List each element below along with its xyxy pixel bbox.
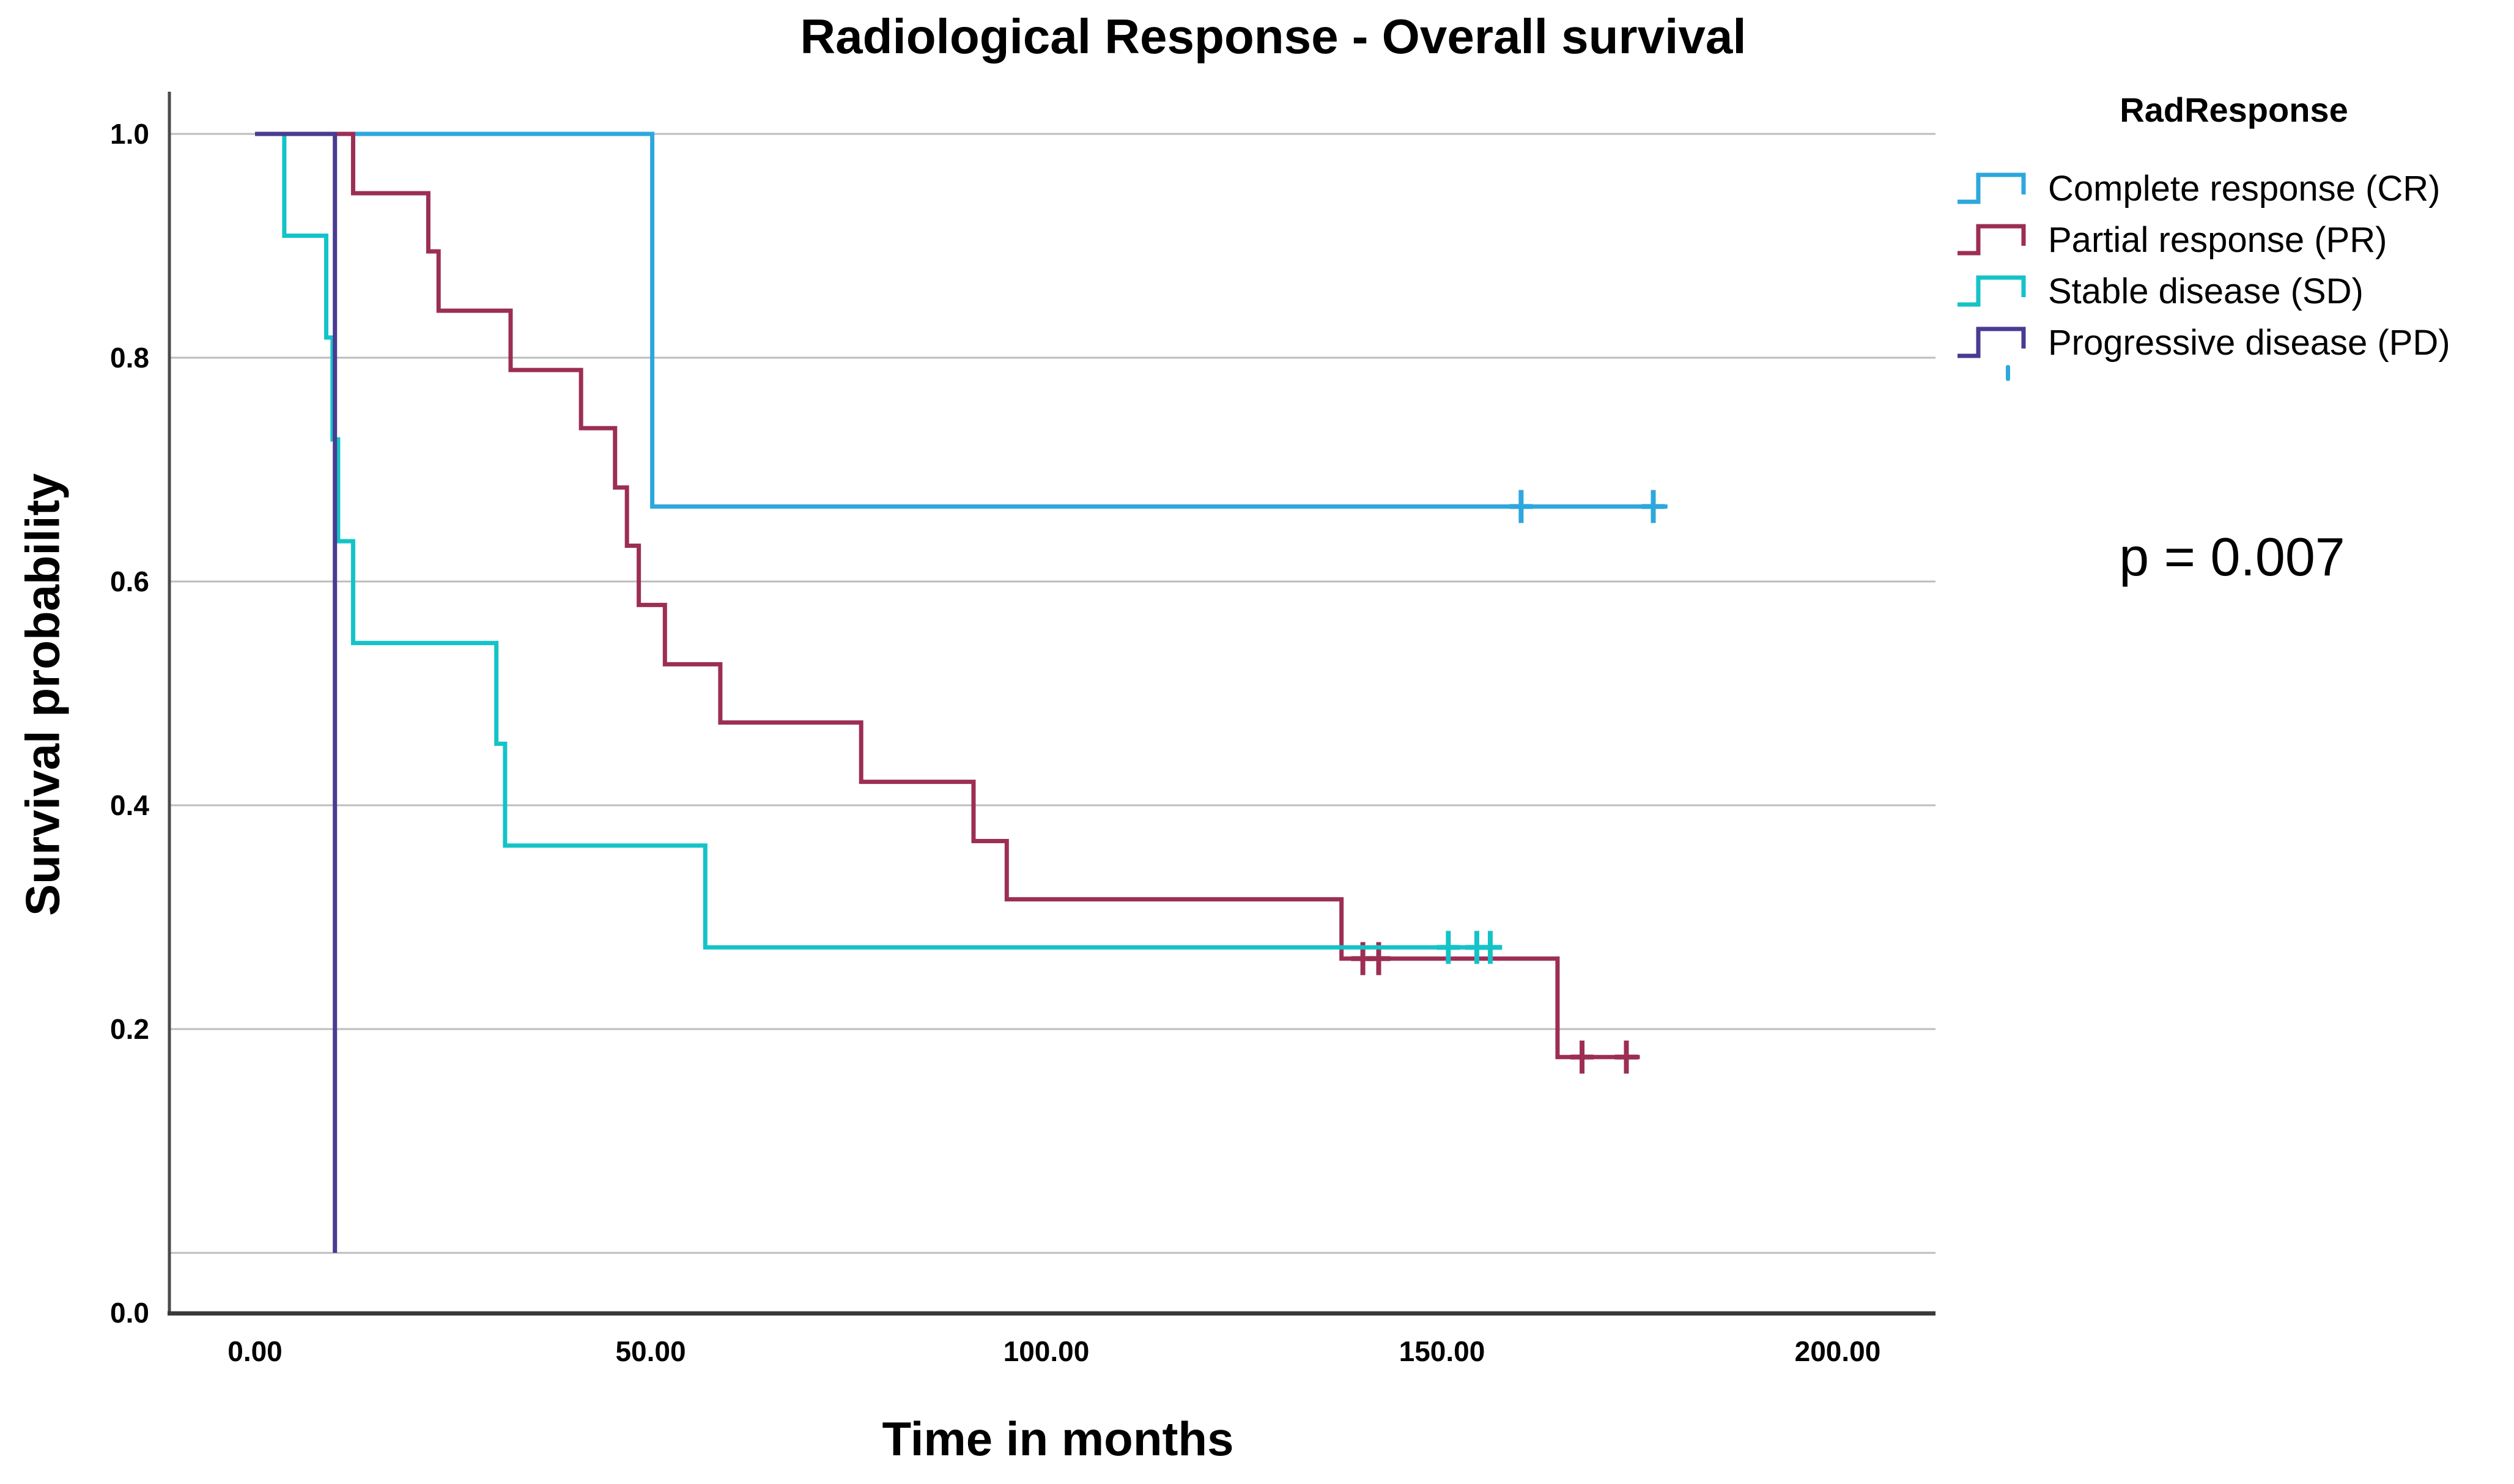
legend-step-swatch-icon <box>1958 275 2026 307</box>
x-tick-label: 100.00 <box>1003 1335 1090 1367</box>
x-tick-label: 50.00 <box>615 1335 686 1367</box>
km-curve-progressive-disease-pd <box>255 131 338 1253</box>
legend-entry-partial-response-pr: Partial response (PR) <box>1954 214 2514 265</box>
legend-entry-label: Complete response (CR) <box>2048 168 2441 209</box>
x-tick-label: 0.00 <box>227 1335 283 1367</box>
legend-entry-label: Progressive disease (PD) <box>2048 322 2450 363</box>
y-axis-title-text: Survival probability <box>15 473 70 916</box>
km-curve-complete-response-cr <box>255 131 1668 509</box>
legend-entry-label: Partial response (PR) <box>2048 220 2387 260</box>
legend-step-swatch-icon <box>1958 224 2026 256</box>
x-tick-label: 200.00 <box>1794 1335 1881 1367</box>
chart-title: Radiological Response - Overall survival <box>800 9 1747 64</box>
x-axis-title: Time in months <box>882 1412 1234 1466</box>
legend-rows: Complete response (CR) Partial response (… <box>1954 163 2514 368</box>
legend-entry-progressive-disease-pd: Progressive disease (PD) <box>1954 317 2514 368</box>
y-tick-label: 0.2 <box>110 1013 149 1045</box>
km-curve-stable-disease-sd <box>255 131 1503 950</box>
censor-mark-icon <box>2006 365 2010 381</box>
x-tick-label: 150.00 <box>1399 1335 1485 1367</box>
legend-step-swatch-icon <box>1958 172 2026 204</box>
legend-entry-complete-response-cr: Complete response (CR) <box>1954 163 2514 214</box>
y-tick-label: 0.4 <box>110 789 149 821</box>
legend-step-swatch-icon <box>1958 327 2026 358</box>
y-tick-label: 0.0 <box>110 1297 149 1329</box>
legend-title: RadResponse <box>2120 90 2348 129</box>
p-value-label: p = 0.007 <box>2119 526 2345 587</box>
legend-entry-label: Stable disease (SD) <box>2048 271 2364 311</box>
y-tick-label: 0.6 <box>110 566 149 597</box>
legend-entry-stable-disease-sd: Stable disease (SD) <box>1954 265 2514 317</box>
y-tick-label: 1.0 <box>110 118 149 150</box>
y-tick-label: 0.8 <box>110 342 149 374</box>
legend: RadResponse Complete response (CR) Partia… <box>1954 90 2514 368</box>
km-curve-partial-response-pr <box>255 131 1640 1060</box>
